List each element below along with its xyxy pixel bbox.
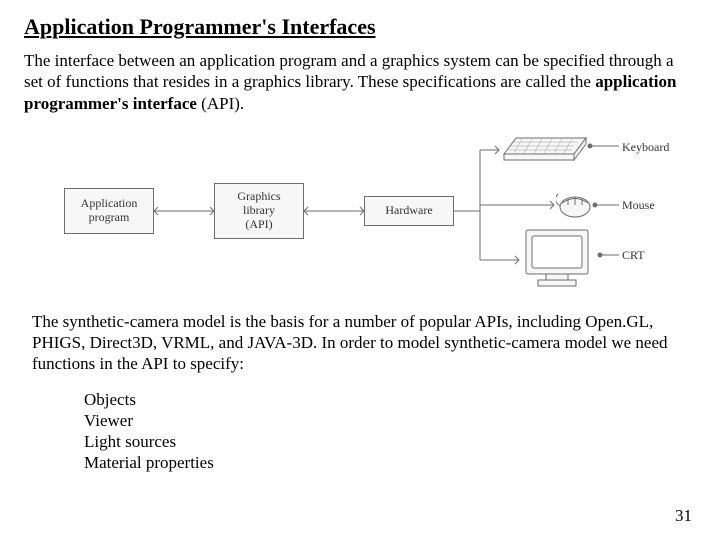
box-lib-label: Graphics library (API) — [237, 190, 280, 231]
box-hardware: Hardware — [364, 196, 454, 226]
intro-text-a: The interface between an application pro… — [24, 51, 674, 91]
label-keyboard: Keyboard — [622, 140, 669, 155]
box-graphics-library: Graphics library (API) — [214, 183, 304, 239]
page-root: Application Programmer's Interfaces The … — [0, 0, 720, 540]
page-number: 31 — [675, 506, 692, 526]
mouse-icon — [556, 190, 594, 220]
list-item: Objects — [84, 389, 696, 410]
page-title: Application Programmer's Interfaces — [24, 14, 696, 40]
crt-icon — [522, 226, 598, 290]
list-item: Light sources — [84, 431, 696, 452]
api-spec-list: Objects Viewer Light sources Material pr… — [84, 389, 696, 474]
api-diagram: Application program Graphics library (AP… — [24, 128, 696, 293]
intro-paragraph: The interface between an application pro… — [24, 50, 696, 114]
box-application-program: Application program — [64, 188, 154, 234]
list-item: Material properties — [84, 452, 696, 473]
label-mouse: Mouse — [622, 198, 655, 213]
label-crt: CRT — [622, 248, 645, 263]
list-item: Viewer — [84, 410, 696, 431]
keyboard-icon — [502, 134, 588, 164]
box-app-label: Application program — [81, 197, 138, 225]
intro-text-b: (API). — [197, 94, 244, 113]
para-synthetic-camera: The synthetic-camera model is the basis … — [32, 311, 696, 375]
box-hw-label: Hardware — [385, 204, 432, 218]
